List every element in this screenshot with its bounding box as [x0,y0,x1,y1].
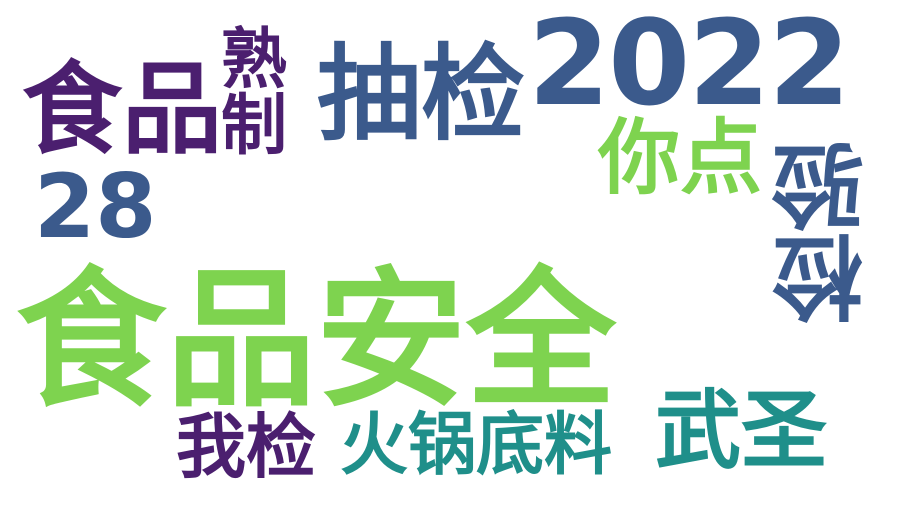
word-shipinanquan: 食品安全 [16,254,617,428]
word-huoguo: 火锅底料 [340,406,613,485]
word-wojian: 我检 [176,406,316,488]
word-wusheng: 武圣 [655,381,827,481]
word-choujian: 抽检 [317,33,526,155]
word-28: 28 [34,155,157,258]
word-2022: 2022 [528,0,850,132]
word-jianyan: 检验 [772,140,879,324]
word-shipin: 食品 [22,51,222,168]
word-nidian: 你点 [598,111,763,206]
word-shuzhi: 熟制 [210,24,287,156]
